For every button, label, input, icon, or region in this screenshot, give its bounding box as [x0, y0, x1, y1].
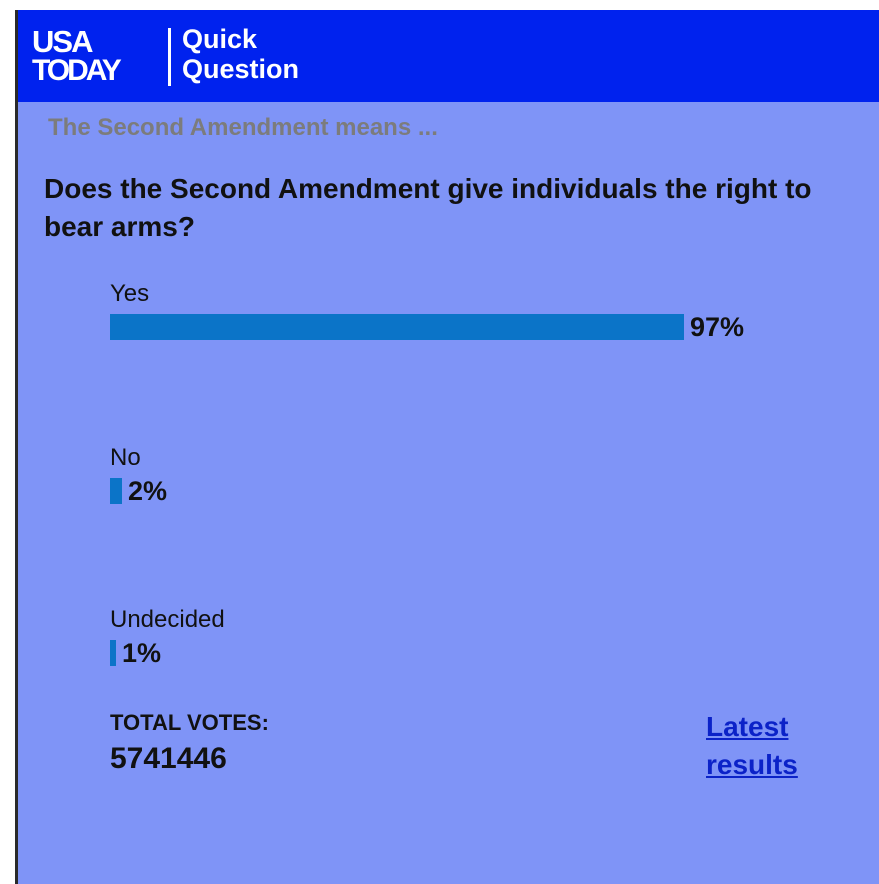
- quick-question-widget: USA TODAY Quick Question The Second Amen…: [15, 10, 879, 884]
- poll-option-undecided: Undecided 1%: [110, 606, 810, 686]
- latest-results-link[interactable]: Latest results: [706, 711, 798, 780]
- option-label: No: [110, 444, 141, 471]
- poll-topic: The Second Amendment means ...: [48, 114, 438, 141]
- result-bar: [110, 314, 684, 340]
- result-percent: 1%: [122, 638, 162, 668]
- option-label: Yes: [110, 280, 150, 307]
- header-divider: [168, 28, 171, 86]
- usa-today-logo: USA TODAY: [32, 26, 156, 88]
- widget-header: USA TODAY Quick Question: [18, 10, 879, 102]
- logo-line-usa: USA: [32, 24, 93, 59]
- result-percent: 97%: [690, 312, 745, 342]
- poll-option-yes: Yes 97%: [110, 280, 810, 360]
- total-votes-label: TOTAL VOTES:: [110, 710, 269, 735]
- result-bar: [110, 640, 116, 666]
- option-label: Undecided: [110, 606, 225, 633]
- poll-question: Does the Second Amendment give individua…: [44, 173, 812, 242]
- result-bar: [110, 478, 122, 504]
- poll-option-no: No 2%: [110, 444, 810, 524]
- logo-line-today: TODAY: [32, 54, 122, 87]
- widget-title: Quick Question: [182, 24, 300, 84]
- total-votes-value: 5741446: [110, 742, 227, 775]
- result-percent: 2%: [128, 476, 168, 506]
